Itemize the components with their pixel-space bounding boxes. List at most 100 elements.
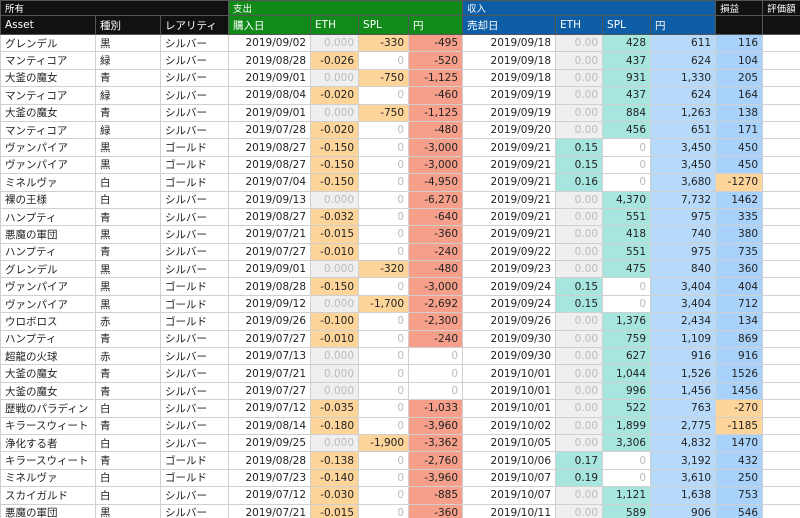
cell: 0 bbox=[358, 486, 410, 505]
cell: 404 bbox=[715, 277, 764, 296]
cell: 0.15 bbox=[555, 138, 604, 157]
row: ハンプティ青シルバー 2019/07/27 -0.010 0 -240 2019/09/2… bbox=[0, 242, 800, 262]
cell: 437 bbox=[602, 86, 652, 105]
cell: 1,044 bbox=[602, 364, 652, 383]
cell: 2019/08/27 bbox=[228, 207, 312, 227]
cell: ゴールド bbox=[159, 277, 230, 296]
cell: 黒 bbox=[95, 277, 161, 296]
cell: 2019/08/27 bbox=[228, 155, 312, 175]
cell: 1,263 bbox=[650, 103, 717, 122]
cell: 2019/09/30 bbox=[462, 329, 557, 349]
cell: シルバー bbox=[159, 329, 230, 349]
cell: Asset bbox=[0, 15, 96, 35]
cell: 0 bbox=[358, 399, 410, 418]
cell: 2019/08/28 bbox=[228, 277, 312, 296]
cell: 2019/07/04 bbox=[228, 173, 312, 192]
cell: 円 bbox=[408, 15, 464, 35]
cell: -1,125 bbox=[408, 103, 464, 122]
cell bbox=[762, 138, 800, 157]
cell bbox=[762, 329, 800, 349]
cell: シルバー bbox=[159, 433, 230, 453]
cell bbox=[762, 486, 800, 505]
cell: 悪魔の軍団 bbox=[0, 503, 96, 518]
cell: 白 bbox=[95, 399, 161, 418]
cell: 2019/10/02 bbox=[462, 416, 557, 435]
row: グレンデル黒シルバー 2019/09/01 0.000 -320 -480 2019/09… bbox=[0, 260, 800, 279]
cell: 627 bbox=[602, 347, 652, 366]
cell: 0 bbox=[602, 468, 652, 488]
row: キラースウィート青シルバー 2019/08/14 -0.180 0 -3,960 2019… bbox=[0, 416, 800, 435]
cell bbox=[762, 68, 800, 88]
cell: 0 bbox=[358, 503, 410, 518]
cell: 840 bbox=[650, 260, 717, 279]
cell: 2019/07/21 bbox=[228, 225, 312, 244]
cell: 2019/09/26 bbox=[462, 312, 557, 331]
cell: シルバー bbox=[159, 347, 230, 366]
row: ヴァンパイア黒ゴールド 2019/09/12 0.000 -1,700 -2,692 20… bbox=[0, 294, 800, 314]
cell: 2019/09/21 bbox=[462, 173, 557, 192]
cell bbox=[762, 225, 800, 244]
cell: 171 bbox=[715, 120, 764, 140]
cell: 0.000 bbox=[310, 190, 360, 209]
cell: 2019/08/28 bbox=[228, 51, 312, 70]
cell: 0 bbox=[358, 120, 410, 140]
cell: 589 bbox=[602, 503, 652, 518]
row: キラースウィート青ゴールド 2019/08/28 -0.138 0 -2,760 2019… bbox=[0, 451, 800, 470]
cell: 3,306 bbox=[602, 433, 652, 453]
cell: 0 bbox=[602, 451, 652, 470]
cell: ヴァンパイア bbox=[0, 138, 96, 157]
cell: 740 bbox=[650, 225, 717, 244]
cell: 0 bbox=[358, 468, 410, 488]
cell: 白 bbox=[95, 468, 161, 488]
cell bbox=[762, 468, 800, 488]
cell: 裸の王様 bbox=[0, 190, 96, 209]
row: ミネルヴァ白ゴールド 2019/07/04 -0.150 0 -4,950 2019/09… bbox=[0, 173, 800, 192]
cell: 0.000 bbox=[310, 347, 360, 366]
cell: ETH bbox=[555, 15, 604, 35]
cell: マンティコア bbox=[0, 86, 96, 105]
cell: 0 bbox=[408, 347, 464, 366]
cell: -1,125 bbox=[408, 68, 464, 88]
row: 大釜の魔女青シルバー 2019/07/21 0.000 0 0 2019/10/01 0.0… bbox=[0, 364, 800, 383]
cell: 青 bbox=[95, 242, 161, 262]
cell: シルバー bbox=[159, 68, 230, 88]
cell: 0.000 bbox=[310, 364, 360, 383]
cell: 0.00 bbox=[555, 364, 604, 383]
cell bbox=[762, 451, 800, 470]
cell: -3,960 bbox=[408, 416, 464, 435]
cell: 2019/10/07 bbox=[462, 468, 557, 488]
cell bbox=[762, 15, 800, 35]
cell bbox=[762, 242, 800, 262]
cell: 2019/10/11 bbox=[462, 503, 557, 518]
cell: -3,000 bbox=[408, 138, 464, 157]
cell: -640 bbox=[408, 207, 464, 227]
cell: シルバー bbox=[159, 103, 230, 122]
cell: ヴァンパイア bbox=[0, 155, 96, 175]
cell bbox=[762, 120, 800, 140]
cell: -1185 bbox=[715, 416, 764, 435]
cell: 2019/07/28 bbox=[228, 120, 312, 140]
cell: 評価額 bbox=[762, 0, 800, 16]
cell: 所有 bbox=[0, 0, 230, 16]
cell: 437 bbox=[602, 51, 652, 70]
cell: 2019/09/13 bbox=[228, 190, 312, 209]
cell: -0.020 bbox=[310, 120, 360, 140]
cell: -0.150 bbox=[310, 155, 360, 175]
cell: -0.015 bbox=[310, 225, 360, 244]
cell: ゴールド bbox=[159, 138, 230, 157]
cell: 0.00 bbox=[555, 68, 604, 88]
cell: -360 bbox=[408, 225, 464, 244]
cell: 2019/09/22 bbox=[462, 242, 557, 262]
cell: 大釜の魔女 bbox=[0, 381, 96, 401]
cell: 1456 bbox=[715, 381, 764, 401]
cell: -885 bbox=[408, 486, 464, 505]
cell: 2019/09/19 bbox=[462, 86, 557, 105]
cell: 2019/07/23 bbox=[228, 468, 312, 488]
cell: 0 bbox=[358, 86, 410, 105]
cell: 759 bbox=[602, 329, 652, 349]
cell: 2019/09/18 bbox=[462, 33, 557, 53]
cell: 2019/09/21 bbox=[462, 190, 557, 209]
cell: ハンプティ bbox=[0, 207, 96, 227]
cell: 1526 bbox=[715, 364, 764, 383]
row: ウロボロス赤ゴールド 2019/09/26 -0.100 0 -2,300 2019/09… bbox=[0, 312, 800, 331]
